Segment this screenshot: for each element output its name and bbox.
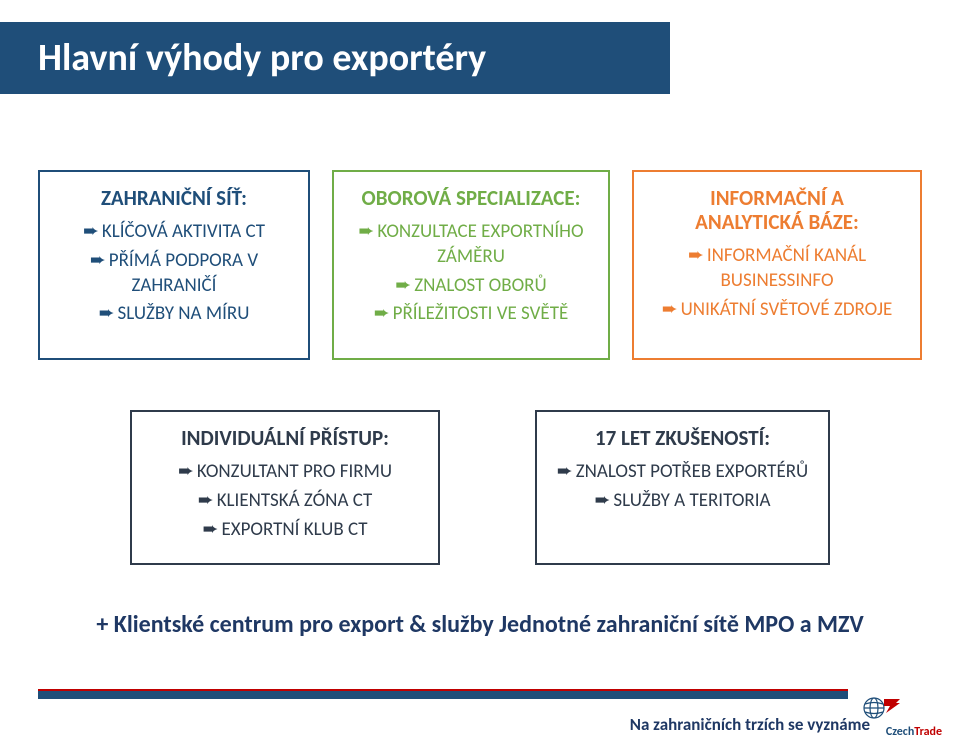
box-item: ➨UNIKÁTNÍ SVĚTOVÉ ZDROJE <box>644 298 910 323</box>
arrow-icon: ➨ <box>374 303 390 324</box>
box-item-list: ➨KONZULTANT PRO FIRMU➨KLIENTSKÁ ZÓNA CT➨… <box>142 460 428 542</box>
arrow-icon: ➨ <box>99 303 115 324</box>
box-item: ➨KLIENTSKÁ ZÓNA CT <box>142 489 428 514</box>
arrow-icon: ➨ <box>557 461 573 482</box>
box-17-let: 17 LET ZKUŠENOSTÍ:➨ZNALOST POTŘEB EXPORT… <box>535 410 830 565</box>
box-item-label: KLIENTSKÁ ZÓNA CT <box>217 489 373 512</box>
box-item: ➨INFORMAČNÍ KANÁL BUSINESSINFO <box>644 244 910 293</box>
box-item: ➨EXPORTNÍ KLUB CT <box>142 518 428 543</box>
globe-icon <box>862 695 902 721</box>
box-title: INDIVIDUÁLNÍ PŘÍSTUP: <box>142 426 428 450</box>
czechtrade-logo: CzechTrade <box>862 695 942 739</box>
box-title: INFORMAČNÍ AANALYTICKÁ BÁZE: <box>644 186 910 234</box>
arrow-icon: ➨ <box>395 275 411 296</box>
page-title: Hlavní výhody pro exportéry <box>38 35 486 81</box>
box-zahranicni-sit: ZAHRANIČNÍ SÍŤ:➨KLÍČOVÁ AKTIVITA CT➨PŘÍM… <box>38 170 310 360</box>
arrow-icon: ➨ <box>90 250 106 271</box>
box-item-label: UNIKÁTNÍ SVĚTOVÉ ZDROJE <box>681 298 893 321</box>
arrow-icon: ➨ <box>594 490 610 511</box>
box-item-list: ➨KLÍČOVÁ AKTIVITA CT➨PŘÍMÁ PODPORA V ZAH… <box>50 220 298 327</box>
row2-boxes: INDIVIDUÁLNÍ PŘÍSTUP:➨KONZULTANT PRO FIR… <box>130 410 830 565</box>
box-item-label: SLUŽBY A TERITORIA <box>613 489 770 512</box>
box-item-label: PŘÍLEŽITOSTI VE SVĚTĚ <box>393 302 569 325</box>
footer-bar <box>38 689 848 699</box>
box-item-list: ➨ZNALOST POTŘEB EXPORTÉRŮ➨SLUŽBY A TERIT… <box>547 460 818 513</box>
box-item-label: SLUŽBY NA MÍRU <box>118 302 250 325</box>
box-item-label: ZNALOST POTŘEB EXPORTÉRŮ <box>576 460 809 483</box>
box-individualni-pristup: INDIVIDUÁLNÍ PŘÍSTUP:➨KONZULTANT PRO FIR… <box>130 410 440 565</box>
box-item: ➨SLUŽBY NA MÍRU <box>50 302 298 327</box>
box-item-label: ZNALOST OBORŮ <box>414 274 546 297</box>
box-item-label: KONZULTANT PRO FIRMU <box>197 460 392 483</box>
box-item-label: KLÍČOVÁ AKTIVITA CT <box>102 220 265 243</box>
box-item-label: KONZULTACE EXPORTNÍHO ZÁMĚRU <box>377 220 583 268</box>
arrow-icon: ➨ <box>688 245 704 266</box>
box-item-label: PŘÍMÁ PODPORA V ZAHRANIČÍ <box>109 249 258 297</box>
logo-part1: Czech <box>886 725 914 739</box>
box-item: ➨SLUŽBY A TERITORIA <box>547 489 818 514</box>
box-item: ➨PŘÍLEŽITOSTI VE SVĚTĚ <box>344 302 598 327</box>
box-item: ➨KONZULTANT PRO FIRMU <box>142 460 428 485</box>
arrow-icon: ➨ <box>83 221 99 242</box>
box-title: ZAHRANIČNÍ SÍŤ: <box>50 186 298 210</box>
logo-text: CzechTrade <box>886 725 942 739</box>
arrow-icon: ➨ <box>662 299 678 320</box>
box-item-label: INFORMAČNÍ KANÁL BUSINESSINFO <box>707 244 866 292</box>
arrow-icon: ➨ <box>358 221 374 242</box>
arrow-icon: ➨ <box>198 490 214 511</box>
box-item: ➨ZNALOST POTŘEB EXPORTÉRŮ <box>547 460 818 485</box>
box-item-list: ➨KONZULTACE EXPORTNÍHO ZÁMĚRU➨ZNALOST OB… <box>344 220 598 327</box>
footer-note: + Klientské centrum pro export & služby … <box>0 610 960 639</box>
arrow-icon: ➨ <box>178 461 194 482</box>
box-oborova-specializace: OBOROVÁ SPECIALIZACE:➨KONZULTACE EXPORTN… <box>332 170 610 360</box>
arrow-icon: ➨ <box>203 519 219 540</box>
box-item: ➨KONZULTACE EXPORTNÍHO ZÁMĚRU <box>344 220 598 269</box>
logo-part2: Trade <box>914 725 942 739</box>
box-item: ➨KLÍČOVÁ AKTIVITA CT <box>50 220 298 245</box>
box-informacni-baze: INFORMAČNÍ AANALYTICKÁ BÁZE:➨INFORMAČNÍ … <box>632 170 922 360</box>
box-item-list: ➨INFORMAČNÍ KANÁL BUSINESSINFO➨UNIKÁTNÍ … <box>644 244 910 322</box>
box-title: 17 LET ZKUŠENOSTÍ: <box>547 426 818 450</box>
title-bar: Hlavní výhody pro exportéry <box>0 22 670 94</box>
tagline: Na zahraničních trzích se vyznáme <box>0 714 870 735</box>
row1-boxes: ZAHRANIČNÍ SÍŤ:➨KLÍČOVÁ AKTIVITA CT➨PŘÍM… <box>38 170 922 360</box>
box-item-label: EXPORTNÍ KLUB CT <box>221 518 367 541</box>
box-item: ➨ZNALOST OBORŮ <box>344 274 598 299</box>
box-item: ➨PŘÍMÁ PODPORA V ZAHRANIČÍ <box>50 249 298 298</box>
box-title: OBOROVÁ SPECIALIZACE: <box>344 186 598 210</box>
